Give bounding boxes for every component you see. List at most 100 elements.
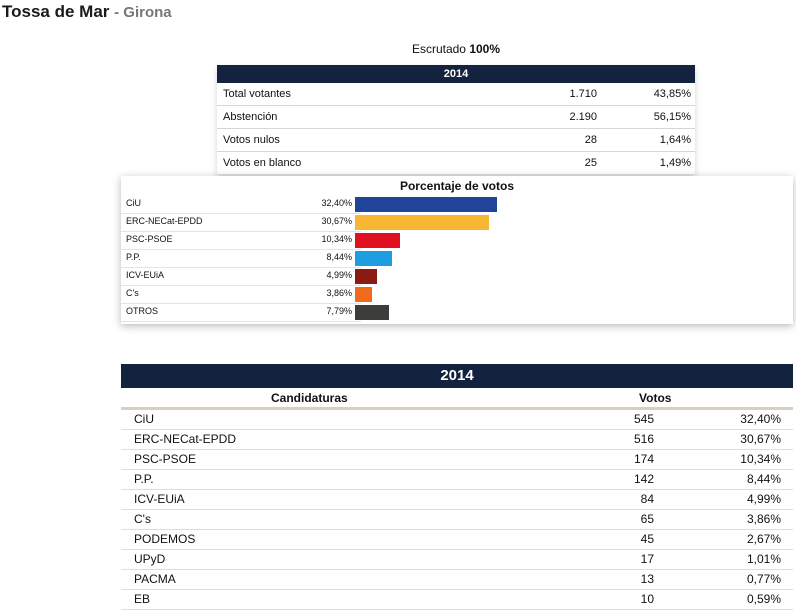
candidate-pct: 32,40% <box>740 412 781 426</box>
table-row: P.P. 142 8,44% <box>121 470 793 490</box>
candidate-name: PSC-PSOE <box>134 452 197 466</box>
chart-row: PSC-PSOE 10,34% <box>121 232 793 250</box>
chart-row-divider <box>121 303 361 304</box>
chart-row: ERC-NECat-EPDD 30,67% <box>121 214 793 232</box>
chart-value-label: 30,67% <box>321 216 352 226</box>
candidate-pct: 4,99% <box>746 492 781 506</box>
candidate-pct: 0,59% <box>746 592 781 606</box>
table-row: C's 65 3,86% <box>121 510 793 530</box>
candidate-votes: 545 <box>633 412 654 426</box>
summary-pct: 56,15% <box>653 111 691 123</box>
chart-value-label: 8,44% <box>326 252 352 262</box>
chart-category-label: CiU <box>126 198 141 208</box>
summary-label: Abstención <box>223 111 278 123</box>
candidate-votes: 65 <box>640 512 654 526</box>
summary-pct: 43,85% <box>653 88 691 100</box>
chart-category-label: OTROS <box>126 306 159 316</box>
chart-row: P.P. 8,44% <box>121 250 793 268</box>
candidate-pct: 2,67% <box>746 532 781 546</box>
candidate-name: PODEMOS <box>134 532 196 546</box>
candidate-name: CiU <box>134 412 154 426</box>
table-row: ICV-EUiA 84 4,99% <box>121 490 793 510</box>
summary-row: Votos en blanco 25 1,49% <box>217 152 695 174</box>
chart-bar <box>355 287 372 302</box>
summary-value: 2.190 <box>569 111 597 123</box>
candidate-name: UPyD <box>134 552 166 566</box>
summary-label: Votos en blanco <box>223 157 302 169</box>
candidate-votes: 516 <box>633 432 654 446</box>
scrutiny-status: Escrutado 100% <box>217 42 695 56</box>
chart-bar <box>355 305 389 320</box>
town-name: Tossa de Mar <box>2 2 110 21</box>
column-header-candidates: Candidaturas <box>271 391 348 405</box>
summary-pct: 1,49% <box>659 157 691 169</box>
chart-bar <box>355 269 377 284</box>
candidate-pct: 1,01% <box>746 552 781 566</box>
chart-row-divider <box>121 213 361 214</box>
summary-row: Abstención 2.190 56,15% <box>217 106 695 129</box>
chart-category-label: ERC-NECat-EPDD <box>126 216 203 226</box>
chart-value-label: 32,40% <box>321 198 352 208</box>
results-year-header: 2014 <box>121 364 793 388</box>
chart-title: Porcentaje de votos <box>399 179 515 193</box>
scrutiny-value: 100% <box>469 42 501 56</box>
vote-percentage-chart: Porcentaje de votos CiU 32,40% ERC-NECat-E… <box>121 176 793 324</box>
chart-row: CiU 32,40% <box>121 196 793 214</box>
column-header-votes: Votos <box>639 391 672 405</box>
table-row: ERC-NECat-EPDD 516 30,67% <box>121 430 793 450</box>
table-row: PACMA 13 0,77% <box>121 570 793 590</box>
province-name: - Girona <box>114 4 172 21</box>
table-row: CiU 545 32,40% <box>121 410 793 430</box>
candidate-votes: 17 <box>640 552 654 566</box>
chart-value-label: 4,99% <box>326 270 352 280</box>
table-row: EB 10 0,59% <box>121 590 793 610</box>
summary-pct: 1,64% <box>659 134 691 146</box>
candidate-pct: 0,77% <box>746 572 781 586</box>
summary-value: 1.710 <box>569 88 597 100</box>
chart-category-label: P.P. <box>126 252 141 262</box>
chart-row: OTROS 7,79% <box>121 304 793 322</box>
chart-category-label: C's <box>126 288 139 298</box>
chart-row-divider <box>121 249 361 250</box>
candidate-name: C's <box>134 512 151 526</box>
chart-row-divider <box>121 321 361 322</box>
summary-row: Total votantes 1.710 43,85% <box>217 83 695 106</box>
table-row: PSC-PSOE 174 10,34% <box>121 450 793 470</box>
candidate-name: PACMA <box>134 572 176 586</box>
chart-row-divider <box>121 285 361 286</box>
chart-bar <box>355 215 489 230</box>
chart-category-label: ICV-EUiA <box>126 270 165 280</box>
summary-year-header: 2014 <box>217 65 695 83</box>
candidate-votes: 142 <box>633 472 654 486</box>
chart-row-divider <box>121 231 361 232</box>
candidate-pct: 8,44% <box>746 472 781 486</box>
candidate-votes: 10 <box>640 592 654 606</box>
chart-value-label: 3,86% <box>326 288 352 298</box>
candidate-votes: 13 <box>640 572 654 586</box>
scrutiny-label: Escrutado <box>411 42 466 56</box>
candidate-pct: 3,86% <box>746 512 781 526</box>
summary-label: Votos nulos <box>223 134 280 146</box>
chart-bar <box>355 233 400 248</box>
table-row: UPyD 17 1,01% <box>121 550 793 570</box>
chart-row-divider <box>121 267 361 268</box>
candidate-votes: 174 <box>633 452 654 466</box>
summary-value: 25 <box>584 157 597 169</box>
summary-row: Votos nulos 28 1,64% <box>217 129 695 152</box>
summary-value: 28 <box>584 134 597 146</box>
chart-bar <box>355 197 497 212</box>
chart-bar <box>355 251 392 266</box>
table-row: PODEMOS 45 2,67% <box>121 530 793 550</box>
candidate-pct: 10,34% <box>740 452 781 466</box>
results-column-headers: Candidaturas Votos <box>121 388 793 410</box>
candidate-name: ICV-EUiA <box>134 492 185 506</box>
chart-row: C's 3,86% <box>121 286 793 304</box>
candidate-votes: 84 <box>640 492 654 506</box>
chart-value-label: 10,34% <box>321 234 352 244</box>
candidate-name: EB <box>134 592 151 606</box>
chart-value-label: 7,79% <box>326 306 352 316</box>
summary-label: Total votantes <box>223 88 291 100</box>
candidate-name: P.P. <box>134 472 154 486</box>
summary-table: 2014 Total votantes 1.710 43,85% Abstenc… <box>217 65 695 174</box>
results-table: 2014 Candidaturas Votos CiU 545 32,40% E… <box>121 364 793 610</box>
